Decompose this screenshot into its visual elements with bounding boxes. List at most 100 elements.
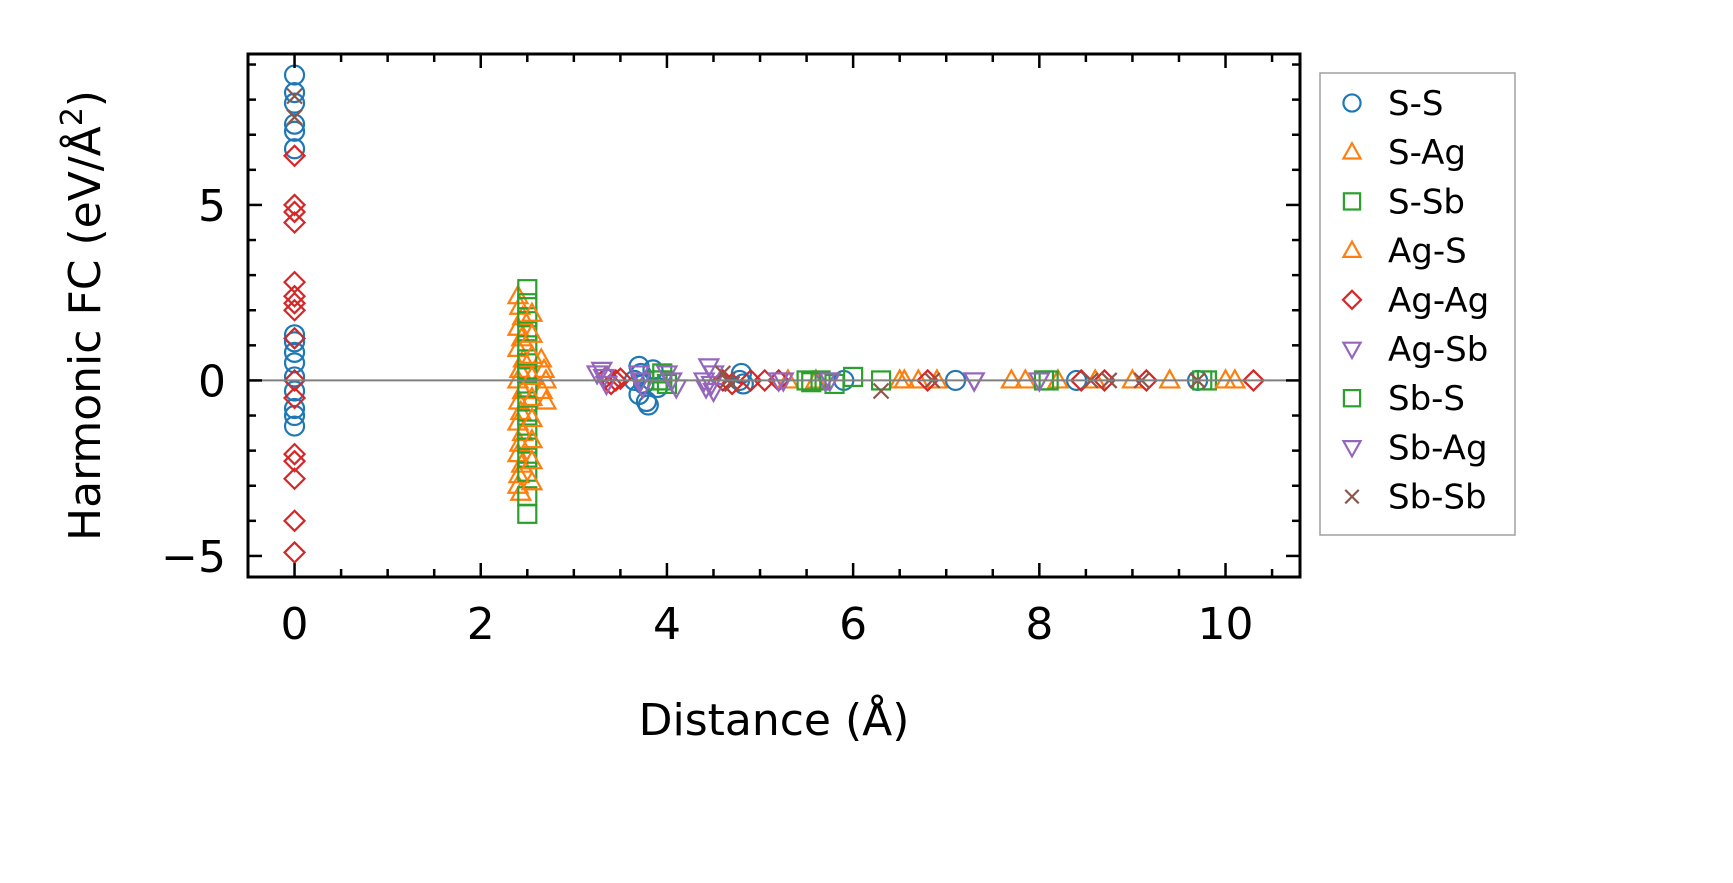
data-point: [590, 361, 614, 383]
data-point: [520, 301, 544, 322]
data-point: [1214, 368, 1237, 389]
legend-item-s-ag: S-Ag: [1341, 133, 1466, 173]
data-point: [282, 144, 307, 168]
legend-marker: [1342, 389, 1362, 408]
data-point: [283, 397, 306, 420]
data-point: [282, 298, 307, 322]
data-point: [872, 382, 890, 400]
data-point: [282, 270, 307, 294]
legend-label: Ag-Sb: [1388, 330, 1488, 370]
data-point: [283, 64, 306, 86]
y-axis-label-main: Harmonic FC (eV/Å: [58, 126, 111, 541]
data-point: [1241, 368, 1266, 392]
legend: S-S S-Ag S-Sb Ag-S Ag-Ag Ag-Sb Sb-S Sb-Ag Sb-Sb: [1319, 72, 1516, 536]
data-point: [286, 108, 303, 126]
data-point: [283, 415, 306, 437]
legend-marker: [1344, 489, 1360, 505]
legend-item-sb-ag: Sb-Ag: [1341, 428, 1488, 468]
data-point: [520, 448, 544, 470]
data-point: [282, 449, 307, 473]
data-point: [282, 386, 307, 410]
data-point: [892, 368, 916, 389]
y-axis-label-close: ): [60, 90, 111, 107]
data-point: [1000, 368, 1023, 389]
data-point: [595, 375, 618, 397]
legend-marker: [1341, 440, 1363, 459]
legend-marker: [1341, 140, 1363, 160]
data-point: [286, 87, 303, 105]
x-tick-label: 6: [839, 599, 867, 650]
data-point: [507, 462, 531, 484]
x-axis-label: Distance (Å): [639, 693, 910, 746]
legend-marker: [1342, 93, 1362, 113]
data-point: [962, 372, 986, 393]
data-point: [629, 372, 653, 393]
data-point: [282, 368, 307, 392]
data-point: [283, 404, 306, 427]
data-point: [520, 364, 544, 386]
data-point: [517, 307, 538, 328]
data-point: [723, 375, 741, 393]
data-point: [517, 279, 538, 300]
data-points-layer: [282, 64, 1266, 564]
data-point: [283, 324, 306, 346]
legend-item-s-sb: S-Sb: [1342, 182, 1465, 222]
data-point: [283, 138, 306, 160]
series-s-sb: [517, 279, 1218, 524]
legend-label: S-Sb: [1388, 182, 1465, 222]
data-point: [282, 193, 307, 217]
data-point: [283, 352, 306, 374]
x-tick-label: 2: [467, 599, 495, 650]
data-point: [520, 406, 544, 428]
legend-label: Sb-Sb: [1388, 478, 1487, 518]
data-point: [534, 389, 558, 410]
data-point: [283, 380, 306, 402]
data-point: [517, 503, 538, 524]
legend-item-ag-s: Ag-S: [1341, 232, 1467, 272]
data-point: [509, 480, 533, 501]
data-point: [283, 92, 306, 114]
data-point: [1027, 372, 1051, 393]
data-point: [517, 391, 538, 412]
data-point: [1013, 368, 1037, 389]
data-point: [702, 365, 725, 386]
series-s-ag: [506, 283, 1247, 501]
data-point: [283, 366, 306, 388]
x-tick-label: 0: [281, 599, 309, 650]
data-point: [520, 427, 544, 449]
data-point: [282, 210, 307, 235]
x-tick-label: 8: [1025, 599, 1053, 650]
legend-item-ag-sb: Ag-Sb: [1341, 330, 1488, 370]
data-point: [283, 82, 306, 104]
data-point: [283, 120, 306, 142]
data-point: [283, 331, 306, 353]
data-point: [282, 200, 307, 224]
data-point: [517, 349, 538, 370]
legend-label: Sb-S: [1388, 379, 1465, 419]
axis-ticks: 0 2 4 6 8 10 −5 0 5: [161, 54, 1300, 650]
data-point: [282, 509, 307, 533]
data-point: [282, 442, 307, 466]
legend-marker: [1341, 289, 1363, 311]
series-ag-s: [520, 301, 1237, 491]
plot-frame: [246, 52, 1302, 579]
series-sb-sb: [286, 87, 1206, 400]
data-point: [608, 367, 632, 391]
legend-frame: [1319, 72, 1516, 536]
data-point: [962, 372, 986, 393]
data-point: [520, 322, 544, 343]
data-point: [520, 343, 544, 364]
data-point: [282, 291, 307, 315]
data-point: [282, 284, 307, 308]
data-point: [520, 385, 544, 407]
data-point: [283, 341, 306, 363]
data-point: [517, 433, 538, 454]
data-point: [818, 372, 842, 393]
x-tick-label: 10: [1198, 599, 1254, 650]
data-point: [585, 365, 609, 386]
data-point: [801, 372, 822, 393]
legend-label: Ag-Ag: [1388, 281, 1489, 321]
y-tick-label: −5: [161, 532, 226, 583]
y-tick-label: 0: [198, 356, 226, 407]
